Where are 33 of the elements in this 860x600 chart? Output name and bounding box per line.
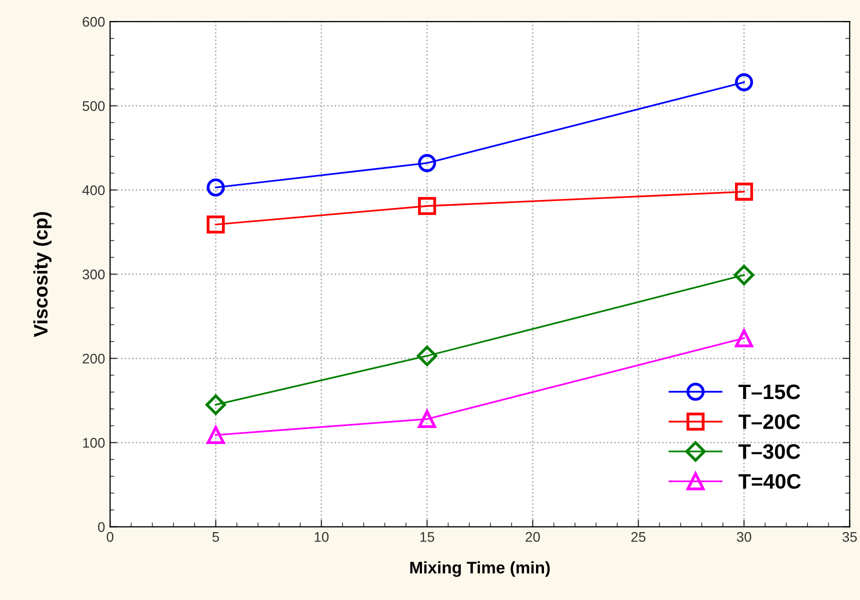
y-tick-label: 500 <box>82 101 105 111</box>
x-tick-label: 0 <box>106 532 114 542</box>
legend-label: T–15C <box>738 384 800 400</box>
point <box>734 182 754 201</box>
point <box>416 346 438 366</box>
x-tick-label: 15 <box>420 532 434 542</box>
point <box>206 178 225 197</box>
x-axis-title: Mixing Time (min) <box>410 561 550 577</box>
x-tick-label: 10 <box>314 532 329 542</box>
point <box>734 329 754 348</box>
point <box>418 410 436 428</box>
x-tick-label: 30 <box>736 532 752 542</box>
point <box>418 154 436 172</box>
point <box>734 73 754 92</box>
legend-label: T=40C <box>738 474 801 489</box>
y-tick-label: 300 <box>82 270 105 280</box>
y-tick-label: 100 <box>83 438 105 448</box>
legend-label: T–30C <box>738 444 800 459</box>
point <box>206 426 225 444</box>
point <box>206 394 226 415</box>
point <box>734 264 754 286</box>
x-tick-label: 5 <box>212 532 220 542</box>
point <box>418 196 436 216</box>
point <box>206 215 225 234</box>
x-tick-label: 20 <box>526 532 540 542</box>
y-tick-label: 0 <box>98 522 105 532</box>
y-axis-title: Viscosity (cp) <box>33 212 52 338</box>
y-tick-label: 200 <box>82 354 105 364</box>
x-tick-label: 25 <box>631 532 646 542</box>
y-tick-label: 600 <box>82 16 105 27</box>
legend-label: T–20C <box>738 414 800 430</box>
y-tick-label: 400 <box>82 185 105 196</box>
x-tick-label: 35 <box>842 532 857 542</box>
